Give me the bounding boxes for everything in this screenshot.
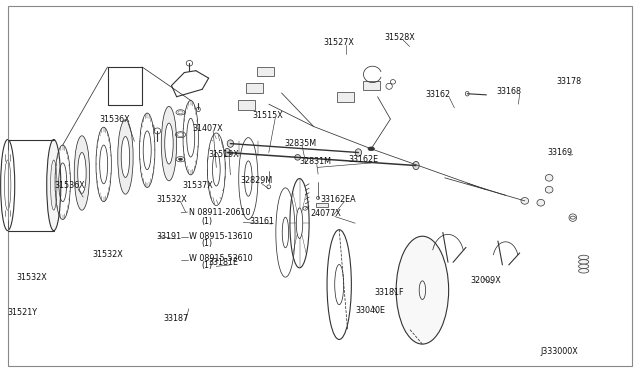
Text: N 08911-20610: N 08911-20610 [189,208,250,217]
Ellipse shape [47,140,61,231]
Bar [363,81,380,90]
Ellipse shape [579,264,589,269]
Ellipse shape [161,106,177,181]
Text: 31532X: 31532X [157,195,188,203]
Text: 33040E: 33040E [355,306,385,315]
Bar [238,100,255,110]
Text: (1): (1) [202,239,212,248]
Ellipse shape [224,148,230,157]
Ellipse shape [521,198,529,204]
Text: 31519X: 31519X [208,150,239,159]
Text: 31515X: 31515X [253,111,284,120]
Text: 31527X: 31527X [323,38,354,47]
Text: (1): (1) [202,217,212,226]
Text: 33168: 33168 [496,87,521,96]
Ellipse shape [537,199,545,206]
Text: 33162E: 33162E [349,155,379,164]
Ellipse shape [545,186,553,193]
Ellipse shape [545,174,553,181]
Ellipse shape [295,155,301,160]
Ellipse shape [579,269,589,273]
Text: 31407X: 31407X [192,124,223,133]
Text: 33178: 33178 [557,77,582,86]
Text: 33181E: 33181E [208,258,238,267]
Text: 31532X: 31532X [16,273,47,282]
Text: 31537X: 31537X [182,182,213,190]
Text: 32829M: 32829M [240,176,272,185]
Text: (1): (1) [202,262,212,270]
Ellipse shape [118,120,133,194]
Ellipse shape [227,140,234,147]
Text: 31532X: 31532X [93,250,124,259]
Text: 33191: 33191 [157,232,182,241]
Text: 32831M: 32831M [300,157,332,166]
Text: 33187: 33187 [163,314,188,323]
Bar [257,67,274,76]
Ellipse shape [579,255,589,260]
Ellipse shape [51,160,57,210]
Ellipse shape [579,260,589,264]
Bar [337,92,354,102]
Text: 32009X: 32009X [470,276,501,285]
Ellipse shape [164,123,173,164]
Text: 31521Y: 31521Y [8,308,38,317]
Ellipse shape [396,236,449,344]
Ellipse shape [74,136,90,210]
Text: 33169: 33169 [547,148,572,157]
Text: 24077X: 24077X [310,209,341,218]
Ellipse shape [355,149,362,156]
Text: 31528X: 31528X [384,33,415,42]
Ellipse shape [1,140,15,231]
Text: J333000X: J333000X [541,347,579,356]
Text: 31536X: 31536X [54,182,85,190]
Bar [316,203,328,207]
Ellipse shape [121,137,130,177]
Text: W 08915-53610: W 08915-53610 [189,254,252,263]
Text: 32835M: 32835M [285,139,317,148]
Text: 33181F: 33181F [374,288,404,296]
Text: W 08915-13610: W 08915-13610 [189,232,252,241]
Text: 33162EA: 33162EA [320,195,356,203]
Text: 33161: 33161 [250,217,275,226]
Ellipse shape [413,161,419,170]
Circle shape [179,158,182,160]
Circle shape [368,147,374,151]
Bar [246,83,263,93]
Ellipse shape [77,153,86,193]
Text: 31536X: 31536X [99,115,130,124]
Text: 33162: 33162 [426,90,451,99]
